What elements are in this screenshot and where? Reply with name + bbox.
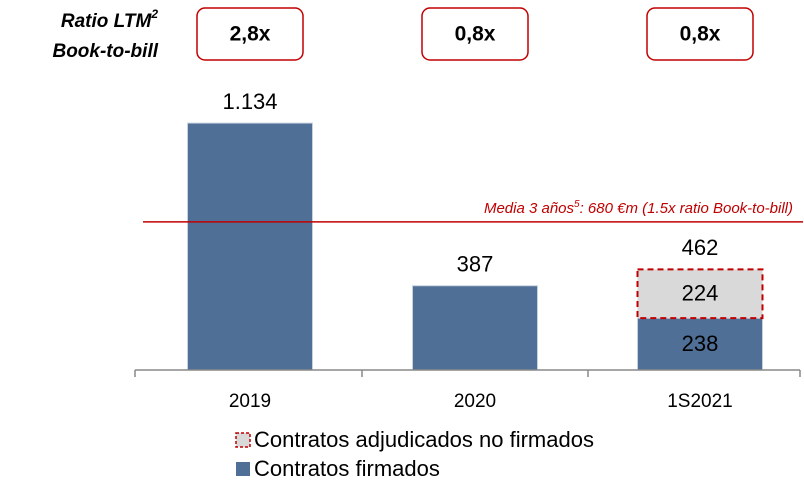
bar-segment [637, 317, 763, 371]
ratio-title-sup: 2 [150, 7, 158, 21]
legend-label: Contratos adjudicados no firmados [254, 427, 594, 452]
legend-swatch [235, 432, 251, 448]
segment-label: 224 [682, 281, 719, 306]
bar-segment [636, 268, 764, 320]
reference-label-part: 5 [574, 199, 580, 210]
legend-label: Contratos firmados [254, 456, 440, 481]
ratio-box [196, 7, 304, 61]
x-tick-label: 1S2021 [667, 391, 733, 412]
reference-label-part: : 680 €m (1.5x ratio Book-to-bill) [580, 200, 793, 217]
legend-swatch [236, 462, 250, 476]
ratio-label: 0,8x [680, 23, 721, 46]
ratio-title: Ratio LTM2 [61, 7, 158, 32]
ratio-title-line2: Book-to-bill [52, 41, 158, 62]
bar-segment [187, 122, 313, 371]
total-label: 387 [457, 252, 494, 277]
x-tick-label: 2020 [454, 391, 496, 412]
total-label: 1.134 [222, 89, 277, 114]
ratio-label: 2,8x [230, 23, 271, 46]
ratio-label: 0,8x [455, 23, 496, 46]
total-label: 462 [682, 235, 719, 260]
reference-label-part: Media 3 años [484, 200, 575, 217]
ratio-box [421, 7, 529, 61]
ratio-title-text: Ratio LTM [61, 11, 153, 32]
segment-label: 238 [682, 331, 719, 356]
x-tick-label: 2019 [229, 391, 271, 412]
reference-label: Media 3 años5: 680 €m (1.5x ratio Book-t… [484, 199, 793, 217]
bar-segment [412, 285, 538, 371]
ratio-box [646, 7, 754, 61]
